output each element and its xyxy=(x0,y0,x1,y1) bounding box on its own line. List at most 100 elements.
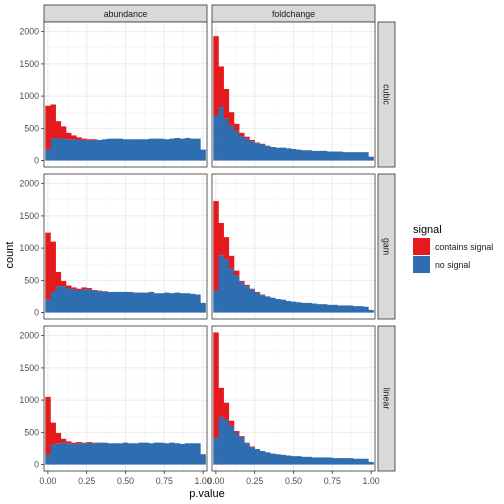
y-tick-label: 1500 xyxy=(19,59,39,69)
bar-no-signal xyxy=(259,451,266,465)
bar-no-signal xyxy=(60,138,67,161)
bar-no-signal xyxy=(91,443,98,465)
bar-no-signal xyxy=(285,300,292,313)
bar-no-signal xyxy=(138,139,144,161)
bar-no-signal xyxy=(327,151,333,161)
legend-key-contains-signal xyxy=(413,238,430,255)
bar-no-signal xyxy=(117,291,124,313)
bar-no-signal xyxy=(60,442,67,465)
bar-no-signal xyxy=(159,442,165,465)
bar-contains-signal xyxy=(249,446,255,448)
bar-no-signal xyxy=(122,291,129,313)
bar-no-signal xyxy=(179,293,186,313)
panel-border xyxy=(43,21,208,168)
bar-no-signal xyxy=(363,306,369,313)
y-tick-label: 1000 xyxy=(19,91,39,101)
bar-no-signal xyxy=(71,443,77,465)
bar-no-signal xyxy=(358,306,364,313)
bar-no-signal xyxy=(71,289,77,313)
bar-no-signal xyxy=(81,443,87,465)
bar-no-signal xyxy=(358,152,364,161)
bar-no-signal xyxy=(264,145,271,161)
bar-no-signal xyxy=(76,290,82,313)
bar-contains-signal xyxy=(55,271,62,287)
bar-contains-signal xyxy=(45,232,51,300)
bar-no-signal xyxy=(107,443,113,465)
bar-contains-signal xyxy=(60,280,67,287)
panel-gam-abundance xyxy=(43,173,208,320)
bar-no-signal xyxy=(86,442,93,465)
bar-no-signal xyxy=(233,432,240,465)
bar-no-signal xyxy=(81,139,87,161)
bar-contains-signal xyxy=(91,442,98,444)
y-axis-title: count xyxy=(4,242,16,269)
y-tick-label: 1000 xyxy=(19,395,39,405)
bar-contains-signal xyxy=(233,270,240,276)
bar-no-signal xyxy=(91,139,98,161)
bar-no-signal xyxy=(50,444,56,465)
bar-contains-signal xyxy=(81,442,87,444)
bar-contains-signal xyxy=(50,104,56,139)
bar-no-signal xyxy=(275,147,281,161)
bar-no-signal xyxy=(164,139,170,161)
bar-contains-signal xyxy=(218,387,224,417)
bar-no-signal xyxy=(301,456,307,465)
bar-no-signal xyxy=(91,290,98,313)
y-tick-label: 0 xyxy=(34,460,39,470)
panel-linear-abundance xyxy=(43,325,208,472)
bar-no-signal xyxy=(259,295,266,313)
bar-no-signal xyxy=(200,454,206,465)
axes: 0 500 1000 1500 2000 0 500 1000 1500 2000 0 500 1000… xyxy=(19,27,379,486)
bar-no-signal xyxy=(249,447,255,465)
y-tick-label: 500 xyxy=(24,123,39,133)
bar-no-signal xyxy=(306,456,312,465)
bar-no-signal xyxy=(138,292,144,313)
bar-no-signal xyxy=(352,152,359,161)
bar-no-signal xyxy=(321,457,328,465)
bar-no-signal xyxy=(264,296,271,313)
y-tick-label: 0 xyxy=(34,308,39,318)
bar-no-signal xyxy=(228,125,235,161)
bar-contains-signal xyxy=(213,201,219,291)
bar-no-signal xyxy=(65,443,72,465)
bar-no-signal xyxy=(321,304,328,313)
bar-no-signal xyxy=(122,442,129,465)
bar-no-signal xyxy=(218,255,224,313)
bar-no-signal xyxy=(249,289,255,313)
bar-contains-signal xyxy=(233,123,240,131)
bar-no-signal xyxy=(184,443,191,465)
y-tick-label: 500 xyxy=(24,275,39,285)
bar-no-signal xyxy=(244,443,250,465)
bar-contains-signal xyxy=(71,442,77,444)
bar-no-signal xyxy=(316,457,323,465)
bar-no-signal xyxy=(164,443,170,465)
bar-contains-signal xyxy=(244,136,250,139)
bar-no-signal xyxy=(112,443,118,465)
bar-no-signal xyxy=(218,107,224,161)
bar-contains-signal xyxy=(55,121,62,138)
legend: signal contains signal no signal xyxy=(413,224,493,273)
bar-no-signal xyxy=(332,151,338,161)
bar-contains-signal xyxy=(259,294,266,296)
row-strip-label-linear: linear xyxy=(382,388,392,410)
column-strip-label-abundance: abundance xyxy=(104,9,148,19)
bar-no-signal xyxy=(96,291,103,313)
bar-no-signal xyxy=(153,138,160,161)
bar-no-signal xyxy=(239,437,245,465)
bar-no-signal xyxy=(179,443,186,465)
bar-no-signal xyxy=(112,291,118,313)
bar-no-signal xyxy=(342,458,349,465)
row-strips: cubic gam linear xyxy=(377,21,396,472)
bar-contains-signal xyxy=(259,143,266,145)
x-tick-label: 1.00 xyxy=(363,476,380,486)
bar-no-signal xyxy=(128,139,134,161)
bar-contains-signal xyxy=(249,288,255,290)
legend-title: signal xyxy=(413,224,442,236)
bar-contains-signal xyxy=(81,287,87,290)
bar-no-signal xyxy=(195,294,201,313)
bar-no-signal xyxy=(50,291,56,313)
bar-no-signal xyxy=(200,302,206,313)
bar-contains-signal xyxy=(218,222,224,256)
bar-no-signal xyxy=(65,139,72,161)
x-tick-label: 0.75 xyxy=(156,476,173,486)
